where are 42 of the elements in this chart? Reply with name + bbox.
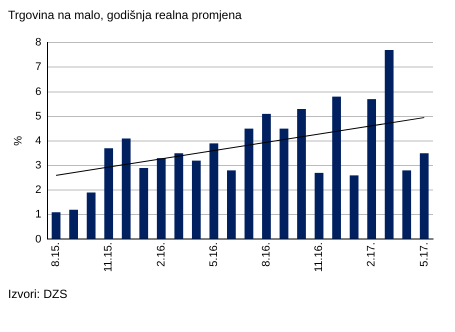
bar: [174, 153, 184, 239]
bar: [192, 160, 201, 239]
bar: [402, 170, 412, 239]
chart-title: Trgovina na malo, godišnja realna promjena: [8, 8, 243, 22]
y-tick-label: 5: [35, 110, 42, 122]
y-axis-title: %: [12, 136, 25, 146]
y-tick-label: 8: [35, 36, 42, 49]
x-tick-label: 5.16.: [208, 242, 220, 267]
x-tick-label: 2.16.: [155, 242, 168, 267]
bar: [332, 96, 341, 239]
x-tick-label: 11.16.: [313, 242, 326, 272]
x-tick-label: 5.17.: [418, 242, 430, 267]
bar: [367, 99, 376, 239]
y-tick-label: 1: [35, 208, 42, 221]
y-tick-label: 4: [35, 134, 42, 147]
bar: [227, 170, 236, 239]
bar: [350, 175, 358, 239]
bar: [244, 128, 254, 239]
bar: [122, 138, 131, 239]
bar: [280, 128, 288, 239]
bar: [69, 210, 78, 239]
y-tick-label: 7: [35, 61, 42, 74]
bar: [139, 168, 148, 239]
bar: [156, 158, 166, 239]
y-tick-label: 0: [35, 233, 42, 246]
bar: [384, 50, 394, 239]
x-tick-label: 8.16.: [260, 242, 272, 267]
bar: [420, 153, 429, 239]
bar: [52, 212, 60, 239]
x-tick-label: 11.15.: [102, 242, 115, 272]
bar: [86, 192, 96, 239]
y-tick-label: 3: [35, 160, 42, 172]
bar: [209, 143, 218, 239]
bar: [104, 148, 114, 239]
x-tick-label: 2.17.: [366, 242, 378, 267]
y-tick-label: 2: [35, 184, 42, 196]
bar: [262, 114, 271, 239]
y-tick-label: 6: [35, 86, 42, 98]
x-tick-label: 8.15.: [50, 242, 62, 267]
text: Izvori: DZS: [8, 287, 68, 301]
bar: [314, 172, 324, 239]
bar: [297, 108, 306, 239]
